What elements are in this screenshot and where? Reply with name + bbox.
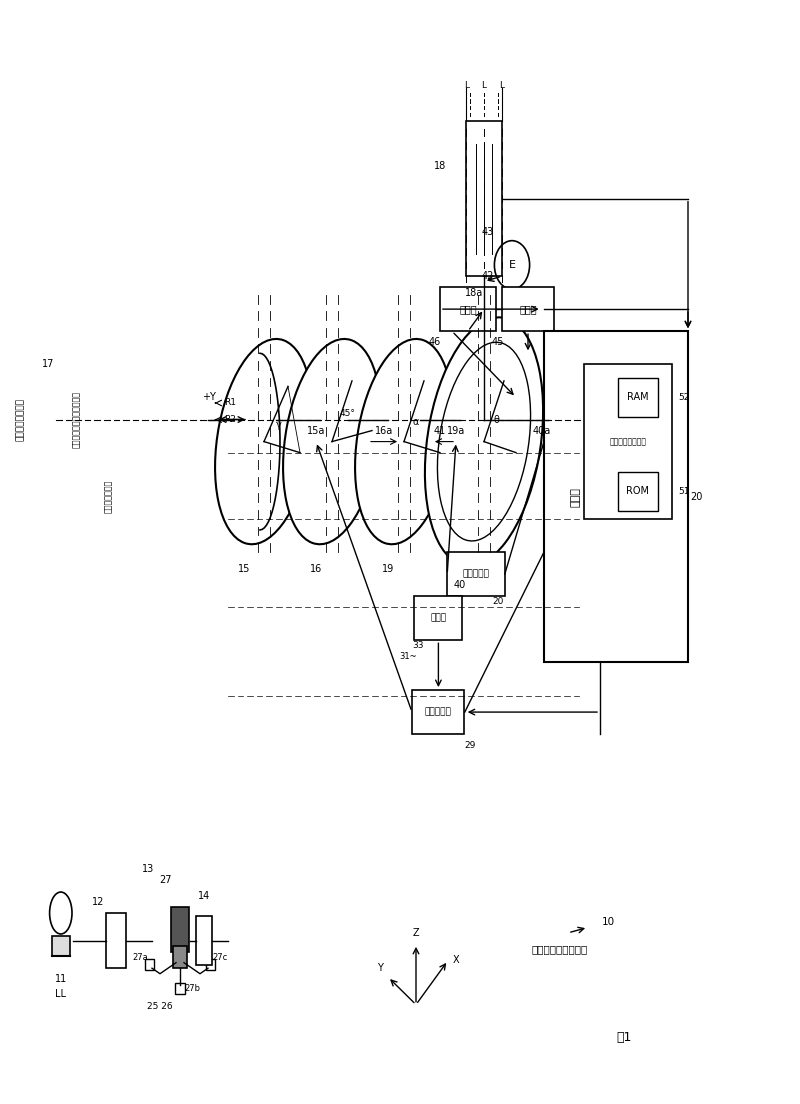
Text: 40: 40: [454, 580, 466, 591]
Text: 45°: 45°: [340, 410, 356, 418]
Text: R1: R1: [224, 399, 236, 407]
Text: LL: LL: [55, 988, 66, 999]
Bar: [618, 378, 658, 416]
Text: 16a: 16a: [375, 425, 393, 436]
Text: 移动部: 移动部: [430, 614, 446, 623]
Text: 27: 27: [159, 874, 172, 885]
Text: 13: 13: [142, 863, 154, 874]
Text: 18: 18: [434, 160, 446, 171]
Text: 连结部: 连结部: [459, 304, 477, 315]
Text: 41: 41: [434, 425, 446, 436]
Text: 光强度数据存储部: 光强度数据存储部: [610, 437, 646, 446]
Text: 驱动源: 驱动源: [519, 304, 537, 315]
Text: （双折射测定装置）: （双折射测定装置）: [532, 944, 588, 955]
Text: 10: 10: [602, 916, 614, 927]
Bar: [466, 121, 502, 276]
Text: 29: 29: [465, 741, 476, 750]
Text: 51: 51: [678, 487, 690, 496]
Ellipse shape: [355, 339, 453, 544]
Text: L: L: [499, 81, 504, 89]
Text: θ: θ: [493, 414, 499, 425]
Ellipse shape: [438, 342, 530, 541]
Bar: [447, 552, 505, 596]
Text: 19: 19: [382, 563, 394, 574]
Text: 40a: 40a: [533, 425, 550, 436]
Text: 43: 43: [482, 226, 494, 237]
Text: 11: 11: [54, 974, 67, 985]
Bar: [106, 913, 126, 968]
Bar: [413, 690, 464, 734]
Text: 27c: 27c: [212, 953, 228, 962]
Text: ROM: ROM: [626, 486, 649, 497]
Text: （相位差薄膜）: （相位差薄膜）: [103, 480, 113, 513]
Bar: [414, 596, 462, 640]
Text: 14: 14: [198, 891, 210, 902]
Text: 15a: 15a: [307, 425, 325, 436]
Ellipse shape: [215, 339, 313, 544]
Text: 19a: 19a: [447, 425, 465, 436]
Ellipse shape: [425, 317, 543, 566]
Text: α: α: [413, 416, 419, 427]
Bar: [206, 959, 215, 970]
Text: γ: γ: [276, 420, 282, 431]
Text: Z: Z: [413, 927, 419, 938]
Bar: [618, 471, 658, 510]
Text: RAM: RAM: [626, 392, 649, 403]
Text: L: L: [464, 81, 469, 89]
Bar: [173, 946, 187, 968]
Bar: [175, 983, 185, 994]
Text: Y: Y: [377, 963, 383, 974]
Ellipse shape: [50, 892, 72, 934]
Text: X: X: [453, 955, 459, 966]
Text: 15: 15: [238, 563, 250, 574]
Bar: [440, 287, 496, 331]
Text: （偏振元件）（相位元件）: （偏振元件）（相位元件）: [71, 391, 81, 448]
Text: 27b: 27b: [184, 984, 200, 992]
Bar: [584, 364, 672, 519]
Text: 18a: 18a: [466, 287, 483, 298]
Bar: [502, 287, 554, 331]
Text: （旋转检偏元件）: （旋转检偏元件）: [15, 399, 25, 440]
Text: 52: 52: [678, 393, 690, 402]
Bar: [145, 959, 154, 970]
Text: L: L: [482, 81, 486, 89]
Text: 方位变更部: 方位变更部: [462, 570, 490, 578]
Text: +Y: +Y: [202, 392, 216, 403]
Text: 17: 17: [42, 359, 54, 370]
Text: 46: 46: [428, 337, 441, 348]
Text: R2: R2: [224, 415, 236, 424]
Text: 45: 45: [491, 337, 504, 348]
Text: 33: 33: [413, 641, 424, 650]
Text: 16: 16: [310, 563, 322, 574]
Bar: [544, 331, 688, 662]
Text: 20: 20: [493, 597, 504, 606]
Text: 25 26: 25 26: [147, 1002, 173, 1011]
Text: 方位变更部: 方位变更部: [425, 708, 452, 716]
Text: 20: 20: [690, 491, 702, 502]
Text: 27a: 27a: [132, 953, 148, 962]
Text: 31~: 31~: [399, 652, 417, 661]
Ellipse shape: [283, 339, 381, 544]
Text: 控制器: 控制器: [571, 487, 581, 507]
Text: E: E: [509, 259, 515, 270]
Text: 图1: 图1: [616, 1031, 632, 1044]
Bar: [171, 907, 189, 952]
Bar: [196, 916, 212, 965]
Text: 42: 42: [482, 270, 494, 282]
Text: 12: 12: [92, 896, 105, 907]
Bar: [52, 936, 70, 956]
